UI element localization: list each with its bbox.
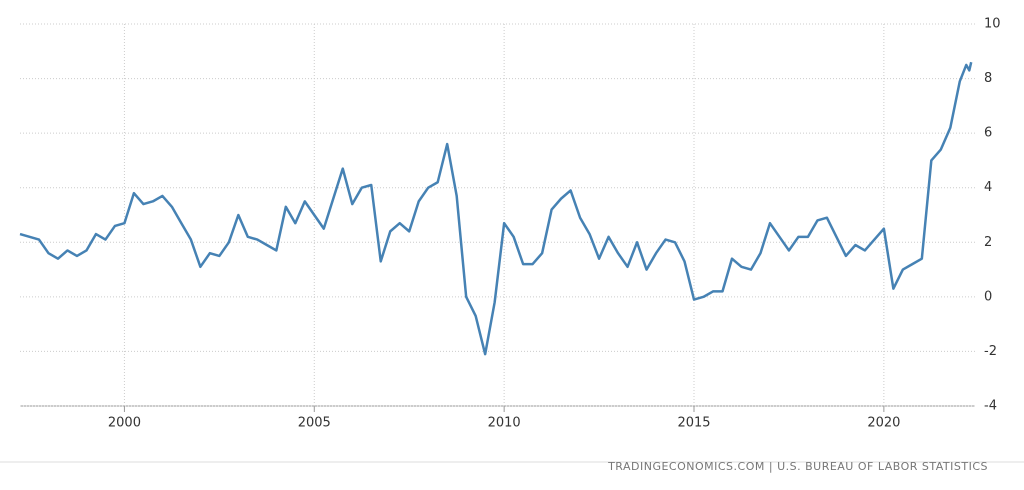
x-tick-label: 2015	[677, 416, 710, 431]
y-tick-label: 2	[984, 235, 992, 250]
x-tick-label: 2020	[867, 416, 900, 431]
data-line	[19, 61, 973, 356]
y-tick-label: -4	[984, 399, 997, 414]
x-tick-label: 2000	[108, 416, 141, 431]
y-tick-label: 4	[984, 180, 992, 195]
y-tick-label: 6	[984, 126, 992, 141]
x-tick-label: 2010	[488, 416, 521, 431]
source: TRADINGECONOMICS.COM | U.S. BUREAU OF LA…	[607, 460, 988, 473]
x-tick-label: 2005	[298, 416, 331, 431]
y-tick-label: -2	[984, 344, 997, 359]
y-tick-label: 0	[984, 289, 992, 304]
y-tick-label: 8	[984, 71, 992, 86]
y-tick-label: 10	[984, 17, 1001, 32]
